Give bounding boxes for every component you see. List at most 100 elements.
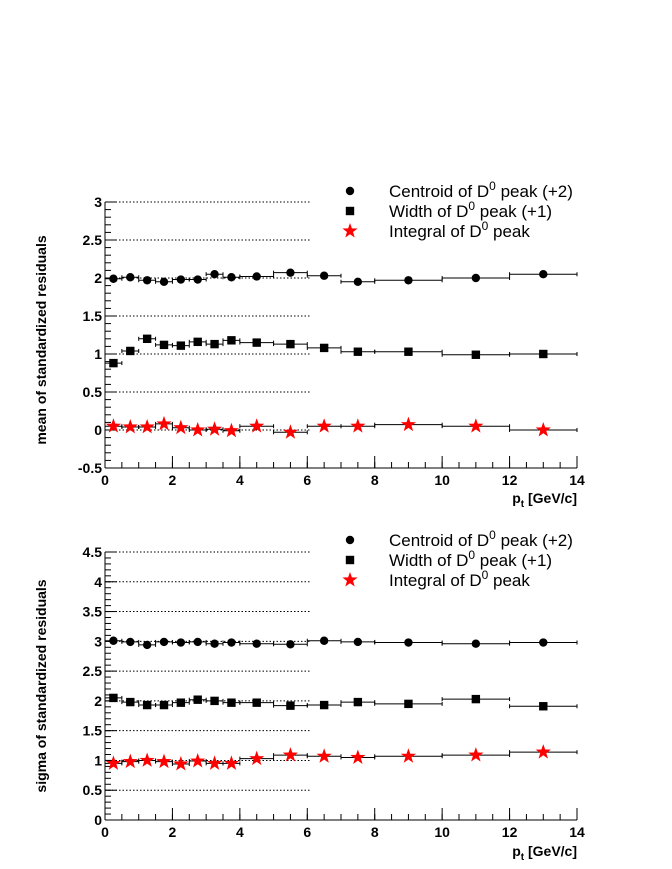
legend: Centroid of D0 peak (+2)Width of D0 peak… (342, 528, 573, 590)
legend-marker-square (345, 555, 355, 565)
legend-label-circle: Centroid of D0 peak (+2) (389, 179, 573, 201)
data-point-square (539, 702, 548, 711)
data-point-square (193, 695, 202, 704)
y-tick-label-4: 1.5 (83, 308, 103, 324)
series-star (104, 415, 578, 439)
data-point-circle (252, 639, 261, 648)
y-tick-label-8: 4 (94, 574, 102, 590)
data-point-star (223, 755, 240, 770)
y-tick-label-3: 1.5 (83, 723, 103, 739)
data-point-square (142, 700, 152, 710)
data-point-star (122, 753, 138, 769)
data-point-star (282, 747, 299, 762)
x-tick-label-1: 2 (169, 824, 177, 840)
y-tick-label-1: 0 (94, 422, 102, 438)
data-point-circle (353, 637, 363, 647)
data-point-circle (176, 638, 186, 647)
data-point-star (535, 744, 551, 759)
data-point-star (316, 418, 332, 433)
x-tick-label-3: 6 (303, 824, 311, 840)
data-point-circle (126, 637, 135, 647)
data-point-circle (126, 273, 135, 282)
data-point-circle (404, 276, 413, 285)
data-point-square (126, 697, 135, 707)
y-tick-label-3: 1 (94, 346, 102, 362)
data-point-star (190, 422, 206, 437)
data-point-circle (404, 638, 413, 647)
legend-label-star: Integral of D0 peak (389, 219, 530, 241)
data-point-square (126, 346, 135, 356)
y-tick-label-6: 3 (94, 633, 102, 649)
data-point-square (210, 696, 219, 706)
data-point-star (316, 748, 332, 763)
data-point-star (190, 753, 206, 768)
data-point-star (350, 418, 366, 433)
legend-marker-square (345, 206, 355, 216)
data-point-star (173, 419, 189, 435)
data-point-circle (142, 276, 152, 285)
x-tick-label-0: 0 (101, 472, 109, 488)
y-tick-label-7: 3 (94, 194, 102, 210)
data-point-star (173, 756, 189, 771)
data-point-star (400, 748, 417, 763)
y-tick-label-9: 4.5 (83, 544, 103, 560)
y-tick-label-6: 2.5 (83, 232, 103, 248)
series-circle (104, 268, 578, 286)
data-point-circle (109, 274, 118, 283)
data-point-square (353, 697, 363, 707)
x-tick-label-6: 12 (502, 472, 518, 488)
data-point-star (105, 755, 122, 770)
data-point-square (210, 339, 219, 349)
y-axis-title: mean of standardized residuals (33, 235, 49, 444)
data-point-square (109, 358, 118, 368)
data-point-circle (471, 273, 481, 283)
legend-marker-circle (345, 186, 355, 196)
legend-label-square: Width of D0 peak (+1) (389, 548, 552, 570)
data-point-circle (227, 638, 236, 647)
y-tick-label-2: 1 (94, 752, 102, 768)
chart-panel-2: 0 0.5 1 1.5 2 2.5 3 3.5 4 4.5 0 2 4 6 8 10 12 14 pt [GeV/c… (33, 528, 585, 863)
data-point-circle (193, 637, 202, 647)
data-point-square (286, 339, 295, 349)
series-square (104, 334, 578, 368)
x-tick-label-7: 14 (569, 472, 585, 488)
data-point-star (535, 422, 551, 437)
data-point-star (139, 418, 155, 434)
data-point-circle (109, 636, 118, 645)
data-point-star (206, 421, 223, 436)
data-point-star (105, 418, 122, 433)
data-point-circle (142, 640, 152, 650)
x-tick-label-7: 14 (569, 824, 585, 840)
y-tick-label-5: 2.5 (83, 663, 103, 679)
data-point-square (471, 350, 481, 359)
data-point-square (252, 338, 261, 347)
data-point-star (350, 749, 366, 764)
x-tick-label-4: 8 (371, 824, 379, 840)
data-point-square (142, 334, 152, 343)
x-tick-label-0: 0 (101, 824, 109, 840)
x-tick-label-5: 10 (434, 472, 450, 488)
data-point-circle (210, 270, 219, 279)
data-point-circle (252, 272, 261, 281)
legend: Centroid of D0 peak (+2)Width of D0 peak… (342, 179, 573, 241)
data-point-square (286, 701, 295, 710)
data-point-square (404, 699, 413, 709)
data-point-circle (319, 271, 329, 280)
data-point-square (193, 337, 202, 347)
data-point-circle (176, 275, 186, 284)
data-point-circle (159, 637, 169, 647)
data-point-circle (471, 639, 481, 648)
x-axis-title: pt [GeV/c] (512, 843, 577, 863)
y-tick-label-0: -0.5 (78, 460, 102, 476)
data-point-star (400, 416, 417, 432)
y-tick-label-5: 2 (94, 270, 102, 286)
x-tick-label-2: 4 (236, 472, 244, 488)
data-point-star (156, 415, 172, 431)
data-point-circle (210, 639, 219, 648)
data-point-square (176, 341, 186, 350)
data-point-star (156, 753, 172, 769)
data-point-star (139, 752, 155, 767)
legend-label-circle: Centroid of D0 peak (+2) (389, 528, 573, 550)
x-tick-label-6: 12 (502, 824, 518, 840)
